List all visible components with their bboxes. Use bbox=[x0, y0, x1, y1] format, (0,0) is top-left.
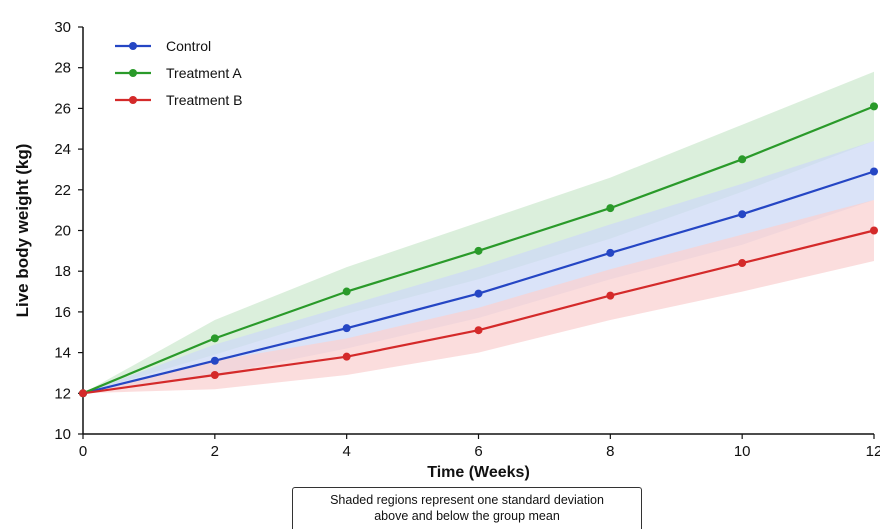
y-tick-label: 16 bbox=[54, 304, 71, 321]
sd-bands bbox=[83, 71, 874, 394]
x-tick-label: 10 bbox=[734, 443, 751, 460]
point-treatment-a bbox=[870, 102, 878, 111]
legend-marker-control bbox=[129, 42, 137, 50]
legend-item-treatment-b: Treatment B bbox=[115, 92, 243, 108]
point-treatment-a bbox=[342, 287, 351, 296]
point-treatment-b bbox=[79, 389, 87, 398]
sd-band-control bbox=[83, 141, 874, 394]
y-tick-label: 30 bbox=[54, 19, 71, 36]
legend-item-control: Control bbox=[115, 38, 211, 54]
point-treatment-b bbox=[738, 259, 747, 268]
y-tick-label: 22 bbox=[54, 182, 71, 199]
point-control bbox=[474, 289, 483, 298]
y-tick-label: 10 bbox=[54, 426, 71, 443]
y-tick-label: 24 bbox=[54, 141, 71, 158]
point-control bbox=[210, 356, 219, 365]
series-points bbox=[79, 102, 878, 398]
y-tick-label: 12 bbox=[54, 385, 71, 402]
legend-item-treatment-a: Treatment A bbox=[115, 65, 242, 81]
x-tick-label: 6 bbox=[474, 443, 482, 460]
point-treatment-b bbox=[210, 370, 219, 379]
y-tick-label: 28 bbox=[54, 60, 71, 77]
legend-marker-treatment-b bbox=[129, 96, 137, 104]
y-axis-ticks: 10 12 14 16 18 20 22 24 26 28 30 bbox=[54, 19, 83, 443]
x-axis-ticks: 0 2 4 6 8 10 12 bbox=[79, 434, 880, 460]
sd-band-treatment-a bbox=[83, 71, 874, 394]
x-tick-label: 8 bbox=[606, 443, 614, 460]
point-treatment-b bbox=[606, 291, 615, 300]
point-treatment-a bbox=[606, 204, 615, 213]
point-treatment-b bbox=[342, 352, 351, 361]
point-control bbox=[342, 324, 351, 333]
legend-label-treatment-b: Treatment B bbox=[166, 92, 243, 108]
point-treatment-b bbox=[474, 326, 483, 335]
point-treatment-a bbox=[738, 155, 747, 164]
footnote-box: Shaded regions represent one standard de… bbox=[292, 487, 642, 529]
point-treatment-b bbox=[870, 226, 878, 235]
y-tick-label: 20 bbox=[54, 223, 71, 240]
x-tick-label: 0 bbox=[79, 443, 87, 460]
legend-marker-treatment-a bbox=[129, 69, 137, 77]
point-control bbox=[870, 167, 878, 176]
footnote-line-2: above and below the group mean bbox=[374, 509, 560, 523]
y-tick-label: 26 bbox=[54, 100, 71, 117]
x-tick-label: 2 bbox=[211, 443, 219, 460]
legend-label-treatment-a: Treatment A bbox=[166, 65, 242, 81]
x-tick-label: 12 bbox=[866, 443, 880, 460]
legend: Control Treatment A Treatment B bbox=[115, 38, 243, 108]
point-control bbox=[606, 248, 615, 257]
point-treatment-a bbox=[474, 246, 483, 255]
x-axis-title: Time (Weeks) bbox=[427, 464, 530, 481]
footnote-line-1: Shaded regions represent one standard de… bbox=[330, 493, 604, 507]
point-control bbox=[738, 210, 747, 219]
y-tick-label: 18 bbox=[54, 263, 71, 280]
point-treatment-a bbox=[210, 334, 219, 343]
legend-label-control: Control bbox=[166, 38, 211, 54]
x-tick-label: 4 bbox=[342, 443, 350, 460]
y-axis-title: Live body weight (kg) bbox=[13, 144, 32, 318]
y-tick-label: 14 bbox=[54, 345, 71, 362]
